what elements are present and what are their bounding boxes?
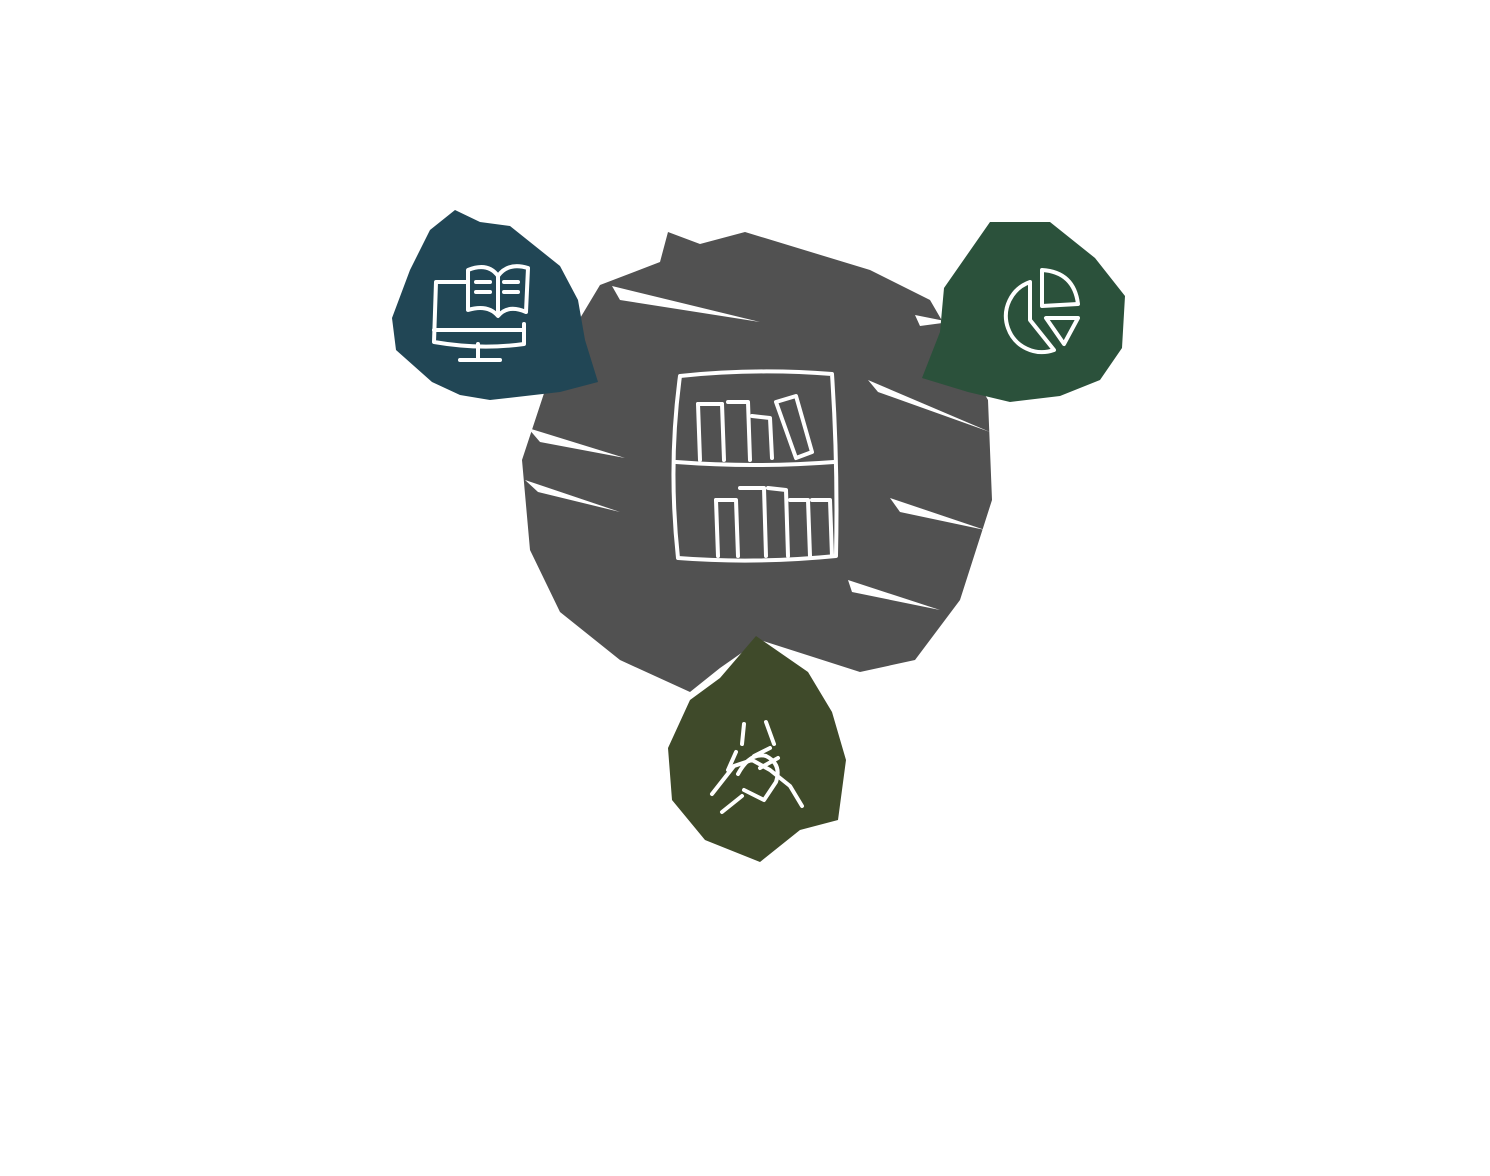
center-blob [522, 232, 992, 692]
top-right-node [922, 222, 1125, 402]
center-blob-streaks [525, 286, 990, 610]
pie-chart-icon [1003, 268, 1080, 354]
digital-library-icon [432, 264, 530, 362]
bottom-node [668, 636, 846, 862]
top-right-blob [922, 222, 1125, 402]
center-node [522, 232, 992, 692]
top-left-node [392, 210, 598, 400]
joined-hands-icon [710, 720, 804, 814]
top-left-blob [392, 210, 598, 400]
bookshelf-icon [671, 369, 839, 563]
